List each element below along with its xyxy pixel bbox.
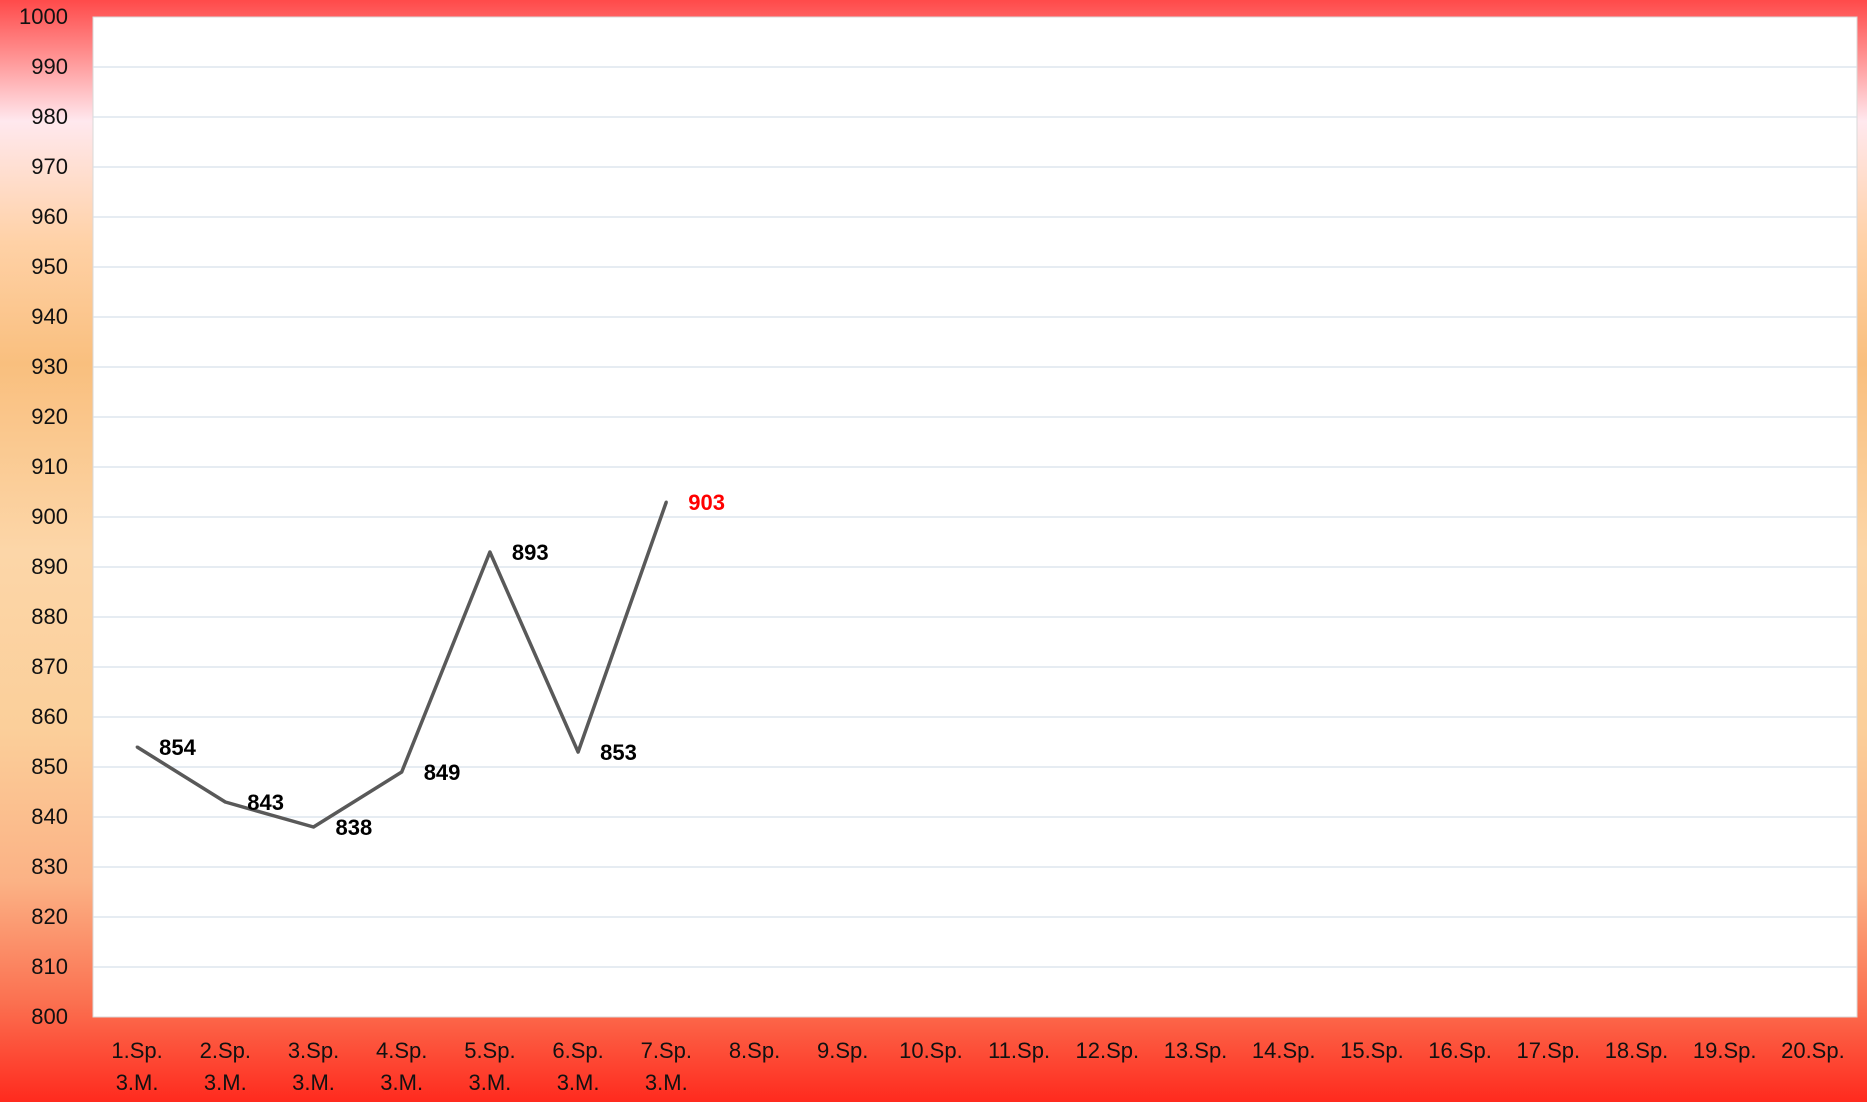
x-tick-label: 10.Sp. bbox=[899, 1038, 963, 1063]
x-tick-label-line: 3.M. bbox=[645, 1070, 688, 1095]
x-tick-label: 20.Sp. bbox=[1781, 1038, 1845, 1063]
y-tick-label: 860 bbox=[31, 704, 68, 729]
data-point bbox=[135, 745, 139, 749]
x-tick-label: 1.Sp. 3.M. bbox=[111, 1038, 162, 1095]
x-tick-label: 15.Sp. bbox=[1340, 1038, 1404, 1063]
data-label: 903 bbox=[688, 490, 725, 515]
x-tick-label-line: 17.Sp. bbox=[1516, 1038, 1580, 1063]
x-tick-label-line: 13.Sp. bbox=[1164, 1038, 1228, 1063]
y-tick-label: 810 bbox=[31, 954, 68, 979]
x-tick-label: 7.Sp. 3.M. bbox=[641, 1038, 692, 1095]
x-tick-label-line: 1.Sp. bbox=[111, 1038, 162, 1063]
x-tick-label-line: 15.Sp. bbox=[1340, 1038, 1404, 1063]
y-tick-label: 870 bbox=[31, 654, 68, 679]
x-tick-label-line: 10.Sp. bbox=[899, 1038, 963, 1063]
x-tick-label: 12.Sp. bbox=[1075, 1038, 1139, 1063]
y-axis: 800 810 820 830 840 850 860 870 880 890 900 910 920 9… bbox=[19, 4, 68, 1029]
x-tick-label-line: 6.Sp. bbox=[552, 1038, 603, 1063]
data-point bbox=[312, 825, 315, 829]
x-tick-label: 6.Sp. 3.M. bbox=[552, 1038, 603, 1095]
data-label: 838 bbox=[336, 815, 373, 840]
x-tick-label: 8.Sp. bbox=[729, 1038, 780, 1063]
data-labels: 854 843 838 849 893 853 903 bbox=[159, 490, 725, 840]
y-tick-label: 800 bbox=[31, 1004, 68, 1029]
x-tick-label-line: 9.Sp. bbox=[817, 1038, 868, 1063]
x-tick-label-line: 3.M. bbox=[204, 1070, 247, 1095]
y-tick-label: 970 bbox=[31, 154, 68, 179]
x-tick-label-line: 3.M. bbox=[557, 1070, 600, 1095]
x-tick-label: 9.Sp. bbox=[817, 1038, 868, 1063]
x-tick-label-line: 18.Sp. bbox=[1605, 1038, 1669, 1063]
x-tick-label-line: 5.Sp. bbox=[464, 1038, 515, 1063]
x-tick-label-line: 3.Sp. bbox=[288, 1038, 339, 1063]
y-tick-label: 900 bbox=[31, 504, 68, 529]
x-tick-label: 14.Sp. bbox=[1252, 1038, 1316, 1063]
y-tick-label: 850 bbox=[31, 754, 68, 779]
data-label: 854 bbox=[159, 735, 196, 760]
y-tick-label: 890 bbox=[31, 554, 68, 579]
x-axis: 1.Sp. 3.M.2.Sp. 3.M.3.Sp. 3.M.4.Sp. 3.M.5.Sp… bbox=[111, 1038, 1844, 1095]
series-layer bbox=[135, 500, 668, 829]
x-tick-label: 17.Sp. bbox=[1516, 1038, 1580, 1063]
x-tick-label-line: 3.M. bbox=[116, 1070, 159, 1095]
data-point bbox=[400, 770, 404, 774]
x-tick-label-line: 3.M. bbox=[292, 1070, 335, 1095]
data-point bbox=[223, 800, 227, 804]
x-tick-label: 2.Sp. 3.M. bbox=[200, 1038, 251, 1095]
x-tick-label: 19.Sp. bbox=[1693, 1038, 1757, 1063]
data-label: 853 bbox=[600, 740, 637, 765]
y-tick-label: 980 bbox=[31, 104, 68, 129]
x-tick-label-line: 16.Sp. bbox=[1428, 1038, 1492, 1063]
x-tick-label: 5.Sp. 3.M. bbox=[464, 1038, 515, 1095]
y-tick-label: 950 bbox=[31, 254, 68, 279]
y-tick-label: 880 bbox=[31, 604, 68, 629]
x-tick-label: 18.Sp. bbox=[1605, 1038, 1669, 1063]
x-tick-label: 13.Sp. bbox=[1164, 1038, 1228, 1063]
x-tick-label: 11.Sp. bbox=[988, 1038, 1050, 1063]
x-tick-label-line: 19.Sp. bbox=[1693, 1038, 1757, 1063]
x-tick-label-line: 3.M. bbox=[380, 1070, 423, 1095]
x-tick-label-line: 11.Sp. bbox=[988, 1038, 1050, 1063]
grid-lines bbox=[93, 66, 1857, 968]
data-point bbox=[488, 550, 492, 554]
x-tick-label-line: 12.Sp. bbox=[1075, 1038, 1139, 1063]
x-tick-label: 3.Sp. 3.M. bbox=[288, 1038, 339, 1095]
data-label: 893 bbox=[512, 540, 549, 565]
y-tick-label: 830 bbox=[31, 854, 68, 879]
y-tick-label: 840 bbox=[31, 804, 68, 829]
x-tick-label: 16.Sp. bbox=[1428, 1038, 1492, 1063]
x-tick-label-line: 3.M. bbox=[469, 1070, 512, 1095]
x-tick-label-line: 4.Sp. bbox=[376, 1038, 427, 1063]
y-tick-label: 910 bbox=[31, 454, 68, 479]
x-tick-label-line: 7.Sp. bbox=[641, 1038, 692, 1063]
y-tick-label: 920 bbox=[31, 404, 68, 429]
data-point bbox=[576, 750, 580, 754]
x-tick-label-line: 8.Sp. bbox=[729, 1038, 780, 1063]
y-tick-label: 960 bbox=[31, 204, 68, 229]
x-tick-label-line: 14.Sp. bbox=[1252, 1038, 1316, 1063]
data-point bbox=[664, 500, 668, 504]
y-tick-label: 1000 bbox=[19, 4, 68, 29]
x-tick-label-line: 20.Sp. bbox=[1781, 1038, 1845, 1063]
data-label: 849 bbox=[424, 760, 461, 785]
y-tick-label: 990 bbox=[31, 54, 68, 79]
y-tick-label: 940 bbox=[31, 304, 68, 329]
y-tick-label: 930 bbox=[31, 354, 68, 379]
x-tick-label: 4.Sp. 3.M. bbox=[376, 1038, 427, 1095]
y-tick-label: 820 bbox=[31, 904, 68, 929]
x-tick-label-line: 2.Sp. bbox=[200, 1038, 251, 1063]
data-label: 843 bbox=[247, 790, 284, 815]
